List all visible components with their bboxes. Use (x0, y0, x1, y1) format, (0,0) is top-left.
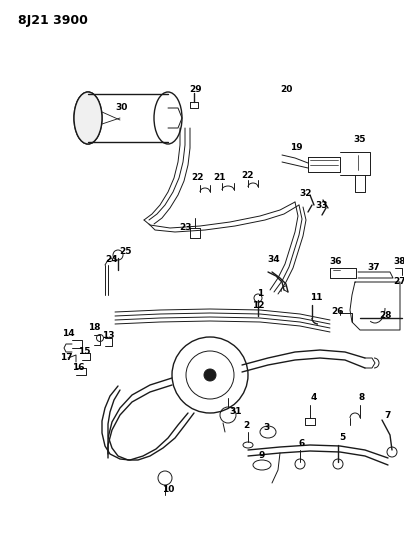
Text: 8: 8 (359, 393, 365, 402)
Text: 14: 14 (62, 329, 74, 338)
Text: 21: 21 (214, 174, 226, 182)
Text: 17: 17 (60, 353, 72, 362)
Text: 2: 2 (243, 422, 249, 431)
Text: 22: 22 (242, 171, 254, 180)
Text: 8J21 3900: 8J21 3900 (18, 14, 88, 27)
Text: 15: 15 (78, 348, 90, 357)
Text: 12: 12 (252, 301, 264, 310)
Text: 26: 26 (332, 308, 344, 317)
Circle shape (254, 294, 262, 302)
Text: 7: 7 (385, 410, 391, 419)
Text: 24: 24 (106, 255, 118, 264)
Text: 32: 32 (300, 189, 312, 198)
Text: 10: 10 (162, 486, 174, 495)
Text: 35: 35 (354, 135, 366, 144)
Ellipse shape (74, 92, 102, 144)
Text: 3: 3 (263, 424, 269, 432)
Text: 27: 27 (393, 278, 404, 287)
Text: 29: 29 (190, 85, 202, 94)
Text: 9: 9 (259, 451, 265, 461)
Text: 18: 18 (88, 324, 100, 333)
Text: 5: 5 (339, 433, 345, 442)
Text: 37: 37 (368, 263, 380, 272)
Text: 6: 6 (299, 440, 305, 448)
Text: 28: 28 (379, 311, 391, 320)
Text: 36: 36 (330, 257, 342, 266)
Circle shape (204, 369, 216, 381)
Text: 33: 33 (316, 200, 328, 209)
Text: 38: 38 (394, 257, 404, 266)
Text: 30: 30 (116, 103, 128, 112)
Text: 19: 19 (290, 143, 302, 152)
Text: 25: 25 (120, 247, 132, 256)
Text: 20: 20 (280, 85, 292, 94)
Text: 1: 1 (257, 288, 263, 297)
Text: 4: 4 (311, 393, 317, 402)
Text: 31: 31 (230, 408, 242, 416)
Ellipse shape (74, 92, 102, 144)
Text: 34: 34 (268, 255, 280, 264)
Text: 13: 13 (102, 332, 114, 341)
Text: 11: 11 (310, 294, 322, 303)
Text: 22: 22 (192, 174, 204, 182)
Text: 23: 23 (179, 223, 191, 232)
Text: 16: 16 (72, 364, 84, 373)
